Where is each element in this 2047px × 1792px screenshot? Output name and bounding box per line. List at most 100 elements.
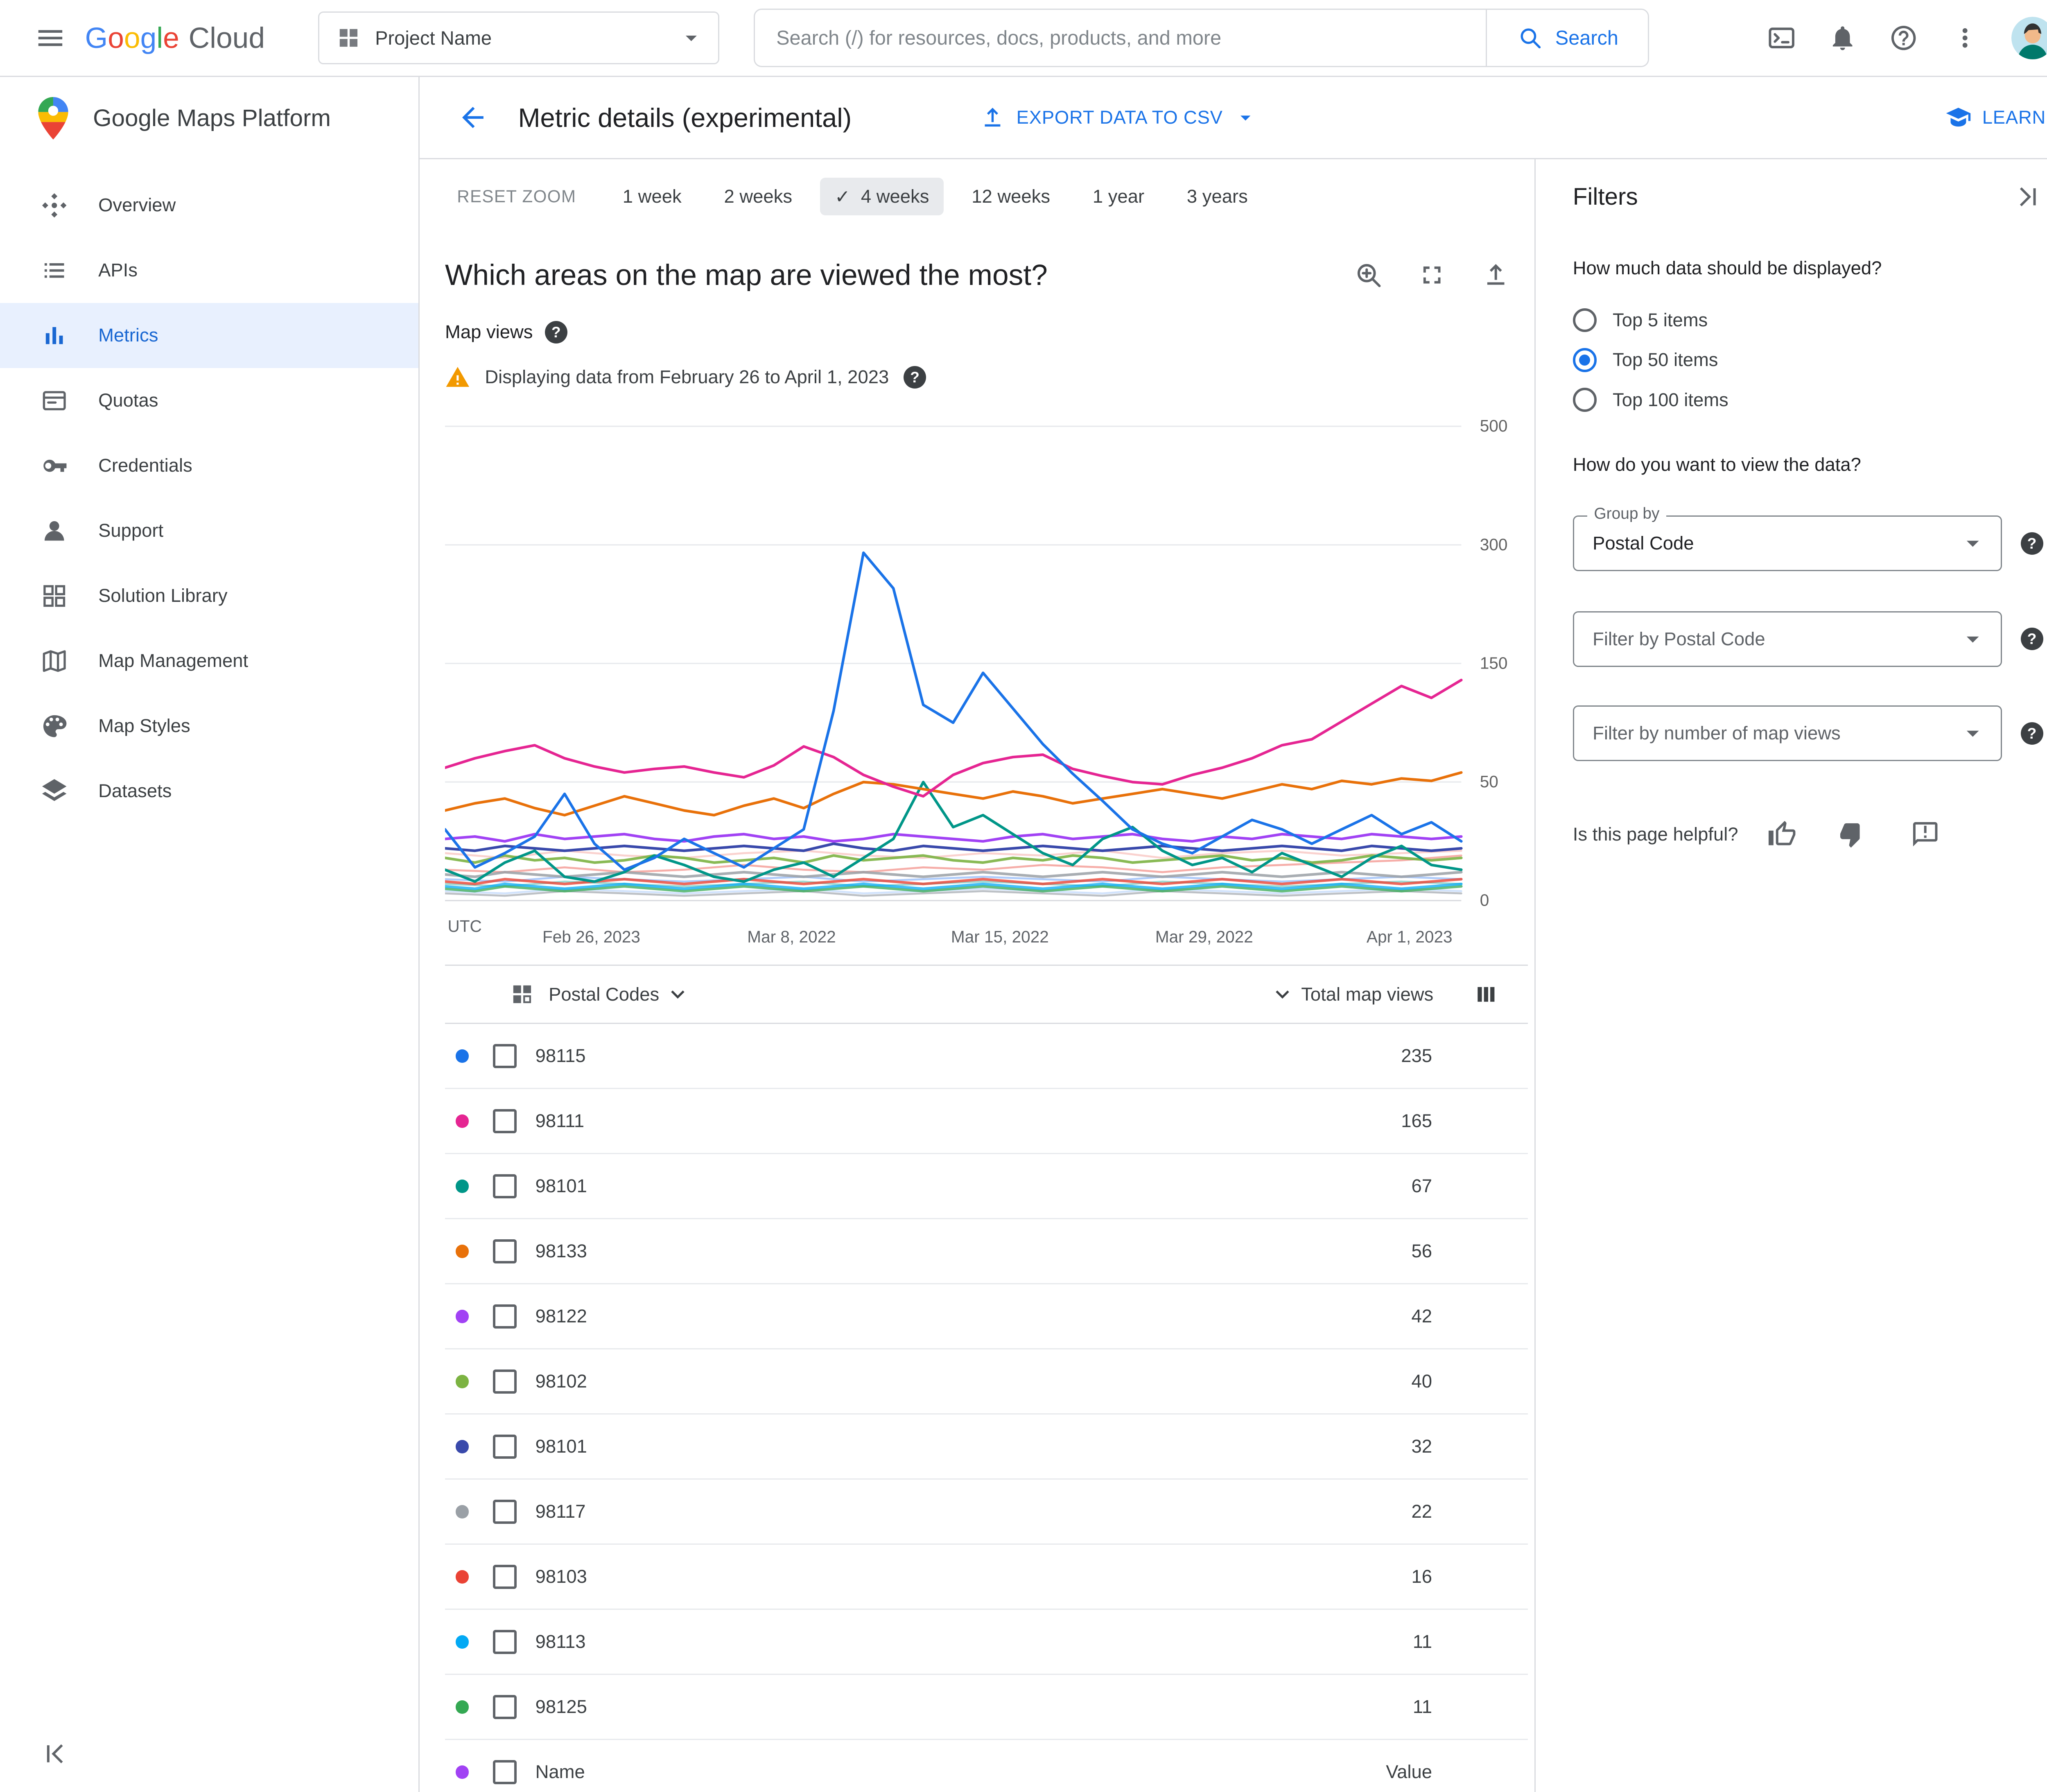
sort-chevron-icon[interactable] <box>1269 981 1296 1008</box>
sidebar-item-support[interactable]: Support <box>0 498 418 563</box>
radio-top-50[interactable]: Top 50 items <box>1573 340 2043 380</box>
back-arrow-icon[interactable] <box>457 102 489 133</box>
chart-series-98101 <box>445 781 1463 883</box>
views-filter-select[interactable]: Filter by number of map views <box>1573 705 2002 762</box>
map-management-icon <box>40 646 69 676</box>
time-range-option[interactable]: 1 week <box>622 186 682 207</box>
time-range-option[interactable]: 2 weeks <box>724 186 793 207</box>
table-header: Postal Codes Total map views <box>445 966 1528 1024</box>
feedback-icon[interactable] <box>1911 820 1940 849</box>
row-checkbox[interactable] <box>493 1760 517 1784</box>
reset-zoom-button[interactable]: RESET ZOOM <box>457 187 576 206</box>
export-chart-icon[interactable] <box>1481 260 1510 289</box>
time-range-option[interactable]: ✓ 4 weeks <box>820 178 944 216</box>
row-checkbox[interactable] <box>493 1435 517 1459</box>
table-row[interactable]: 98113 11 <box>445 1610 1528 1675</box>
table-row[interactable]: 98133 56 <box>445 1219 1528 1285</box>
search-button[interactable]: Search <box>1486 10 1648 66</box>
column-selector-icon[interactable] <box>1473 982 1499 1007</box>
row-checkbox[interactable] <box>493 1044 517 1068</box>
radio-label: Top 5 items <box>1613 309 1708 330</box>
more-vert-icon[interactable] <box>1950 23 1979 52</box>
table-row[interactable]: 98125 11 <box>445 1675 1528 1740</box>
help-filled-icon[interactable]: ? <box>903 366 926 389</box>
search-icon <box>1517 25 1543 51</box>
line-chart[interactable]: 0 50 150 300 500 <box>445 420 1523 906</box>
sidebar-item-credentials[interactable]: Credentials <box>0 433 418 498</box>
collapse-sidebar-icon[interactable] <box>40 1739 69 1768</box>
thumb-up-icon[interactable] <box>1767 820 1796 849</box>
postal-filter-select[interactable]: Filter by Postal Code <box>1573 611 2002 667</box>
table-row[interactable]: 98103 16 <box>445 1545 1528 1610</box>
table-row[interactable]: 98102 40 <box>445 1349 1528 1415</box>
sidebar-item-map-management[interactable]: Map Management <box>0 628 418 694</box>
project-selector[interactable]: Project Name <box>318 11 719 65</box>
amount-radio-group: Top 5 items Top 50 items Top 100 items <box>1573 300 2043 420</box>
table-row[interactable]: 98117 22 <box>445 1480 1528 1545</box>
sidebar-item-quotas[interactable]: Quotas <box>0 368 418 433</box>
time-range-option[interactable]: 12 weeks <box>972 186 1051 207</box>
row-checkbox[interactable] <box>493 1304 517 1329</box>
row-checkbox[interactable] <box>493 1369 517 1394</box>
cloud-shell-icon[interactable] <box>1767 23 1796 52</box>
table-row[interactable]: 98122 42 <box>445 1284 1528 1350</box>
row-checkbox[interactable] <box>493 1565 517 1589</box>
row-checkbox[interactable] <box>493 1500 517 1524</box>
map-views-value: 40 <box>1411 1371 1432 1392</box>
datasets-icon <box>40 777 69 806</box>
radio-top-100[interactable]: Top 100 items <box>1573 380 2043 420</box>
sidebar-item-label: Metrics <box>98 325 158 346</box>
zoom-select-icon[interactable] <box>1354 260 1383 289</box>
help-filled-icon[interactable]: ? <box>2020 628 2043 651</box>
table-row[interactable]: Name Value <box>445 1740 1528 1792</box>
sidebar-item-datasets[interactable]: Datasets <box>0 759 418 824</box>
group-by-select[interactable]: Group by Postal Code <box>1573 504 2002 572</box>
project-name-label: Project Name <box>375 27 492 49</box>
help-filled-icon[interactable]: ? <box>2020 722 2043 745</box>
row-checkbox[interactable] <box>493 1239 517 1263</box>
group-column-header[interactable]: Postal Codes <box>549 983 660 1005</box>
series-color-dot <box>455 1505 469 1519</box>
search-input[interactable] <box>755 10 1486 66</box>
hamburger-menu-icon[interactable] <box>24 11 77 65</box>
row-checkbox[interactable] <box>493 1174 517 1198</box>
sidebar-item-solution-library[interactable]: Solution Library <box>0 563 418 628</box>
row-checkbox[interactable] <box>493 1630 517 1654</box>
series-color-dot <box>455 1700 469 1714</box>
series-color-dot <box>455 1180 469 1193</box>
table-row[interactable]: 98101 67 <box>445 1154 1528 1220</box>
row-checkbox[interactable] <box>493 1109 517 1133</box>
collapse-filters-icon[interactable] <box>2014 182 2043 211</box>
user-avatar[interactable] <box>2011 16 2047 59</box>
sidebar-item-map-styles[interactable]: Map Styles <box>0 694 418 759</box>
sidebar-item-apis[interactable]: APIs <box>0 238 418 303</box>
table-row[interactable]: 98115 235 <box>445 1024 1528 1089</box>
metric-label-row: Map views ? <box>445 319 1534 346</box>
time-range-option[interactable]: 3 years <box>1186 186 1248 207</box>
help-filled-icon[interactable]: ? <box>545 321 567 343</box>
table-row[interactable]: 98101 32 <box>445 1415 1528 1480</box>
table-row[interactable]: 98111 165 <box>445 1089 1528 1155</box>
chart-canvas[interactable]: 0 50 150 300 500 <box>445 420 1523 906</box>
help-icon[interactable] <box>1889 23 1918 52</box>
fullscreen-icon[interactable] <box>1417 260 1446 289</box>
time-range-option[interactable]: 1 year <box>1092 186 1145 207</box>
chevron-down-icon[interactable] <box>664 981 691 1008</box>
row-checkbox[interactable] <box>493 1695 517 1719</box>
notifications-bell-icon[interactable] <box>1828 23 1857 52</box>
learn-button[interactable]: LEARN <box>1945 104 2046 131</box>
map-views-value: 42 <box>1411 1306 1432 1327</box>
chart-series-98102 <box>445 854 1463 864</box>
svg-text:150: 150 <box>1480 654 1508 673</box>
export-csv-button[interactable]: EXPORT DATA TO CSV <box>979 104 1257 131</box>
postal-filter-placeholder: Filter by Postal Code <box>1593 628 1765 649</box>
thumb-down-icon[interactable] <box>1839 820 1868 849</box>
sidebar-item-overview[interactable]: Overview <box>0 173 418 238</box>
value-column-header[interactable]: Total map views <box>1301 983 1434 1005</box>
sidebar-item-metrics[interactable]: Metrics <box>0 303 419 368</box>
overview-icon <box>40 191 69 220</box>
svg-text:300: 300 <box>1480 535 1508 554</box>
help-filled-icon[interactable]: ? <box>2020 532 2043 555</box>
radio-top-5[interactable]: Top 5 items <box>1573 300 2043 340</box>
